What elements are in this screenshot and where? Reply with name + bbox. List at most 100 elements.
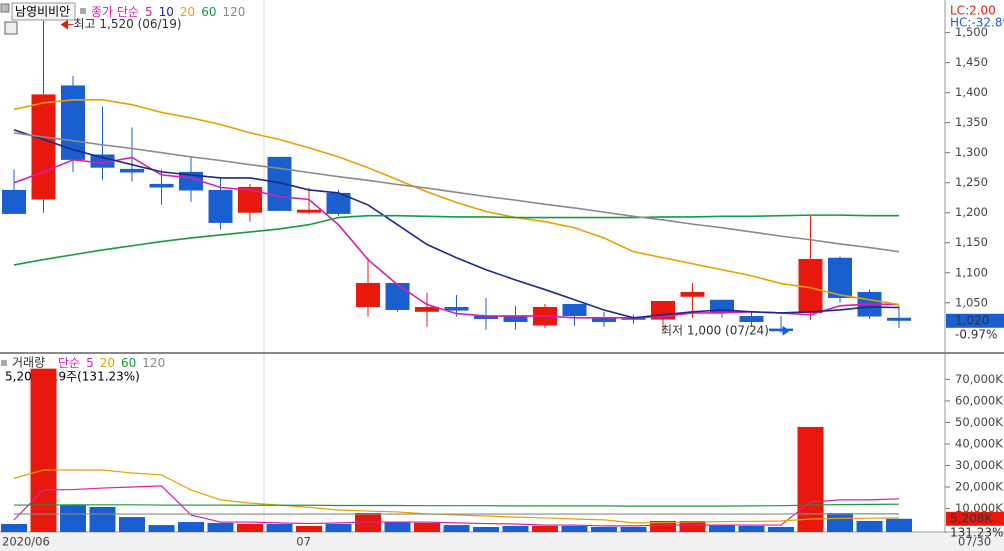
- volume-bar: [797, 426, 824, 532]
- candle-body: [356, 282, 380, 307]
- candle-body: [297, 209, 321, 213]
- candle-body: [149, 183, 174, 188]
- ma-line: [13, 214, 899, 266]
- legend-entry: 5: [145, 5, 153, 19]
- y-tick-label: 20,000K: [955, 479, 1003, 493]
- volume-bar: [709, 525, 735, 532]
- icon: [0, 3, 10, 13]
- lc-label: LC:2.00: [950, 4, 996, 18]
- candle-body: [415, 306, 439, 312]
- x-tick-label: 07: [296, 535, 311, 549]
- volume-bar: [827, 513, 853, 532]
- volume-bar: [561, 525, 588, 532]
- last-price-box: [946, 313, 1004, 328]
- candle-body: [238, 186, 262, 213]
- volume-bar: [296, 525, 322, 532]
- y-tick-label: 1,200: [955, 205, 988, 219]
- volume-bar: [886, 518, 912, 532]
- volume-bar: [178, 522, 204, 532]
- volume-info: 5,208,019주(131.23%): [5, 370, 140, 384]
- y-tick-label: 1,250: [955, 175, 988, 189]
- volume-bar: [148, 525, 175, 532]
- legend-entry: 10: [159, 5, 174, 19]
- stock-name: 남영비비안: [15, 5, 70, 19]
- legend-title: 단순: [58, 356, 80, 370]
- legend: 단순 5 20 60 120: [58, 356, 165, 370]
- ma-line: [13, 99, 900, 306]
- volume-bar: [738, 525, 765, 532]
- volume-bar: [119, 517, 145, 532]
- last-volume: 5,208K: [950, 511, 993, 525]
- candle-body: [120, 168, 144, 173]
- y-tick-label: 70,000K: [955, 372, 1003, 386]
- y-tick-label: 60,000K: [955, 393, 1003, 407]
- icon: [80, 8, 86, 14]
- volume-bar: [414, 522, 440, 532]
- icon: [1, 360, 7, 366]
- legend-entry: 60: [201, 5, 216, 19]
- y-tick-label: 1,500: [955, 25, 988, 39]
- y-tick-label: 40,000K: [955, 436, 1003, 450]
- ma-line: [13, 132, 900, 253]
- y-tick-label: 1,400: [955, 85, 988, 99]
- volume-bar: [502, 525, 529, 532]
- volume-bar: [384, 522, 411, 532]
- volume-bar: [60, 505, 86, 532]
- volume-title: 거래량: [12, 356, 45, 370]
- candle-body: [680, 291, 705, 297]
- y-tick-label: 1,300: [955, 145, 988, 159]
- legend-entry: 120: [142, 356, 165, 370]
- arrow: [60, 19, 74, 30]
- candle-body: [621, 317, 646, 320]
- y-tick-label: 50,000K: [955, 415, 1003, 429]
- candle-body: [769, 328, 793, 331]
- volume-bar: [768, 526, 794, 532]
- candle-body: [444, 306, 469, 311]
- high-annotation: 최고 1,520 (06/19): [74, 17, 182, 31]
- candle-body: [592, 317, 616, 322]
- volume-bar: [266, 523, 293, 532]
- candle-body: [385, 282, 410, 310]
- y-tick-label: 10,000K: [955, 501, 1003, 515]
- legend-entry: 5: [86, 356, 94, 370]
- x-tick-label: 2020/06: [2, 535, 50, 549]
- candle-body: [2, 189, 26, 214]
- candle-body: [503, 316, 528, 322]
- candle-body: [326, 192, 351, 214]
- candle-body: [562, 303, 587, 316]
- y-tick-label: 1,150: [955, 235, 988, 249]
- x-axis-strip: [0, 533, 1004, 551]
- ma-line: [13, 485, 900, 527]
- volume-bar: [532, 525, 558, 532]
- hc-label: HC:-32.89: [950, 16, 1004, 30]
- legend: 종가 단순 5 10 20 60 120: [91, 5, 245, 19]
- volume-bar: [591, 526, 617, 532]
- icon: [4, 21, 18, 35]
- y-tick-label: 1,100: [955, 265, 988, 279]
- candle-body: [828, 257, 852, 298]
- volume-bar: [443, 525, 470, 532]
- candle-body: [208, 189, 233, 223]
- legend-entry: 120: [222, 5, 245, 19]
- y-tick-label: 1,450: [955, 55, 988, 69]
- volume-bar: [679, 520, 706, 532]
- y-tick-label: 1,350: [955, 115, 988, 129]
- ma-line: [13, 129, 900, 319]
- change-label: -0.97%: [955, 327, 997, 341]
- candle-body: [267, 156, 292, 211]
- volume-bar: [856, 520, 883, 532]
- candle-body: [61, 85, 85, 160]
- volume-bar: [89, 506, 116, 532]
- legend-entry: 20: [100, 356, 115, 370]
- candle-body: [739, 315, 764, 322]
- volume-bar: [30, 368, 57, 532]
- volume-bar: [473, 526, 499, 532]
- volume-bar: [620, 526, 647, 532]
- volume-ratio: 131.23%: [950, 525, 1003, 539]
- legend-entry: 20: [180, 5, 195, 19]
- legend-entry: 60: [121, 356, 136, 370]
- x-tick-label: 07/30: [958, 535, 991, 549]
- volume-bar: [650, 520, 676, 532]
- volume-bar: [325, 523, 352, 532]
